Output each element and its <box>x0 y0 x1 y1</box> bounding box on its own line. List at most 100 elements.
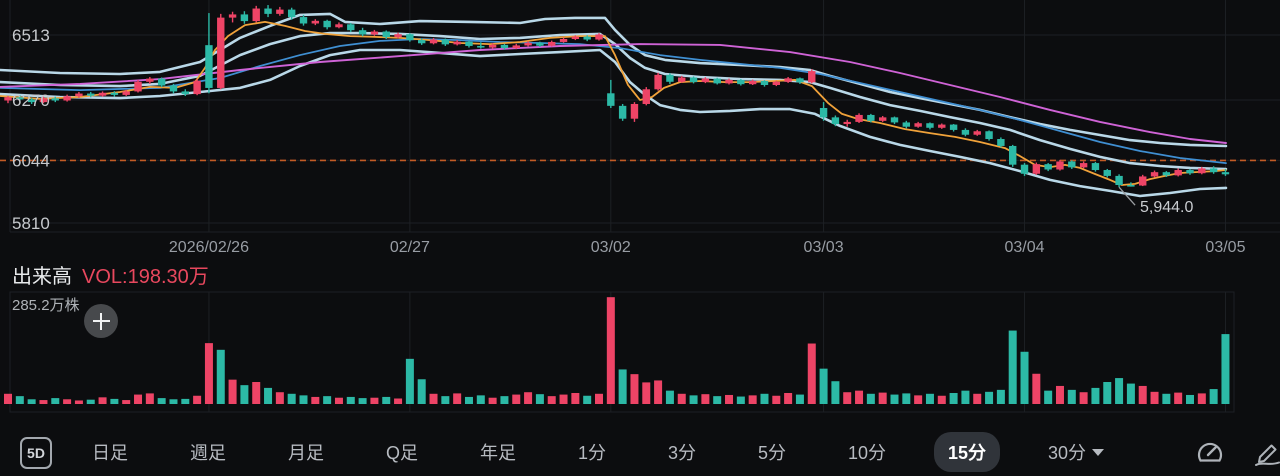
candle <box>831 117 840 125</box>
candle <box>169 85 178 92</box>
candle <box>181 91 189 95</box>
timeframe-1min[interactable]: 1分 <box>564 432 620 472</box>
range-5d-button[interactable]: 5D <box>20 437 52 469</box>
volume-pane-border <box>9 291 1235 413</box>
timeframe-quarterly[interactable]: Q足 <box>372 432 432 472</box>
volume-bar <box>985 391 994 404</box>
volume-bar <box>1103 382 1112 404</box>
volume-bar <box>441 396 450 404</box>
timeframe-daily[interactable]: 日足 <box>78 432 142 472</box>
volume-bar <box>488 397 497 404</box>
volume-bar <box>334 397 343 404</box>
volume-bar <box>996 389 1005 404</box>
volume-bar <box>405 358 414 404</box>
candle <box>27 99 36 103</box>
candle <box>618 105 627 119</box>
volume-bar <box>630 374 639 404</box>
candle <box>666 74 674 82</box>
volume-bar <box>973 393 982 404</box>
date-tick-label: 02/27 <box>390 239 430 256</box>
volume-bar <box>1221 334 1230 404</box>
volume-bar <box>795 394 804 404</box>
gauge-icon[interactable] <box>1195 438 1225 468</box>
volume-pane-value: VOL:198.30万 <box>82 265 209 288</box>
candle <box>1020 164 1029 174</box>
volume-bar <box>642 382 651 404</box>
candle <box>1032 164 1041 174</box>
candle <box>748 80 757 85</box>
timeframe-30min[interactable]: 30分 <box>1034 432 1118 472</box>
timeframe-5min[interactable]: 5分 <box>744 432 800 472</box>
timeframe-label: 週足 <box>189 443 226 463</box>
timeframe-label: 1分 <box>577 443 606 463</box>
candle <box>524 42 532 46</box>
candle <box>1198 168 1206 174</box>
volume-bar <box>618 369 627 404</box>
volume-bar <box>1150 391 1159 404</box>
candle <box>938 124 946 128</box>
volume-bar <box>4 393 12 404</box>
candle <box>406 34 414 41</box>
date-tick-label: 2026/02/26 <box>169 239 249 256</box>
volume-bar <box>689 395 698 404</box>
candle <box>382 31 390 38</box>
volume-bar <box>1186 394 1194 404</box>
volume-bar <box>1055 385 1064 404</box>
candle <box>997 139 1005 146</box>
candle <box>796 78 804 83</box>
candle <box>1209 168 1218 173</box>
volume-pane-header: 出来高 VOL:198.30万 <box>12 261 209 288</box>
volume-bar <box>1126 383 1135 404</box>
candle <box>63 96 71 101</box>
volume-bar <box>1162 393 1171 404</box>
chevron-down-icon <box>1092 448 1104 456</box>
candle <box>1044 164 1052 170</box>
volume-bar <box>1032 373 1041 404</box>
candle <box>358 30 367 35</box>
candle <box>441 39 450 45</box>
volume-bar <box>831 381 840 404</box>
timeframe-15min-selected[interactable]: 15分 <box>933 432 1000 472</box>
candle <box>772 81 780 85</box>
candle <box>299 17 308 24</box>
candle <box>110 92 119 95</box>
volume-bar <box>346 396 355 404</box>
timeframe-10min[interactable]: 10分 <box>834 432 900 472</box>
volume-bar <box>429 393 438 404</box>
volume-bar <box>949 393 958 404</box>
add-indicator-button[interactable] <box>84 304 118 338</box>
volume-bar <box>464 396 473 404</box>
volume-bar <box>736 396 745 404</box>
candle <box>134 81 142 92</box>
candle <box>1162 172 1171 176</box>
candle <box>1221 172 1230 175</box>
candle <box>1127 185 1135 187</box>
price-tick-label: 5810 <box>12 214 50 233</box>
candle <box>311 20 320 24</box>
candle <box>784 78 792 82</box>
timeframe-yearly[interactable]: 年足 <box>466 432 530 472</box>
volume-bar <box>937 395 946 404</box>
timeframe-monthly[interactable]: 月足 <box>274 432 338 472</box>
timeframe-weekly[interactable]: 週足 <box>176 432 240 472</box>
timeframe-3min[interactable]: 3分 <box>654 432 710 472</box>
volume-bar <box>157 398 166 404</box>
volume-bar <box>370 397 379 404</box>
candle <box>394 34 402 38</box>
candle <box>973 131 981 135</box>
volume-bar <box>394 398 403 404</box>
timeframe-label: 年足 <box>479 443 516 463</box>
overlay-ma-long <box>0 43 1227 144</box>
draw-pencil-icon[interactable] <box>1252 438 1280 468</box>
candle <box>429 39 438 44</box>
overlay-band-upper <box>0 12 1228 148</box>
candle <box>1079 163 1088 168</box>
volume-bar <box>287 393 296 404</box>
volume-bar <box>1044 390 1053 404</box>
volume-bar <box>725 394 734 404</box>
candle <box>914 123 922 127</box>
volume-bar <box>583 395 592 404</box>
candle <box>252 8 260 22</box>
candle <box>843 121 851 125</box>
price-volume-chart[interactable]: 2026/02/26 02/27 03/02 03/03 03/04 03/05 6513 6… <box>0 0 1280 428</box>
